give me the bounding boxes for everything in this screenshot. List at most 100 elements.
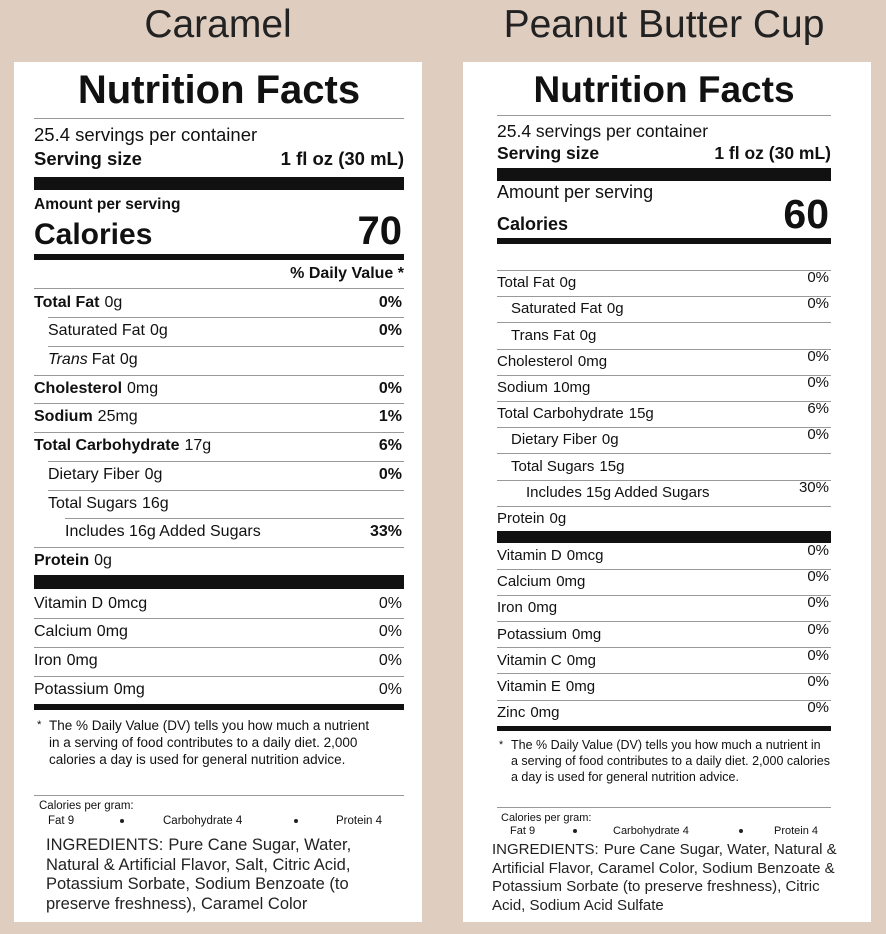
rule [497, 270, 831, 271]
calories-label: Calories [497, 214, 569, 235]
thick-rule [497, 531, 831, 543]
label-title: Nutrition Facts [77, 68, 361, 112]
rule [34, 432, 404, 434]
calories-per-gram-item: Fat 9 [510, 824, 536, 837]
nutrient-row: Vitamin D 0mcg [34, 594, 147, 615]
rule [497, 621, 831, 623]
daily-value: 0% [378, 652, 402, 669]
amount-per-serving: Amount per serving [497, 182, 654, 203]
calories: 60 [783, 191, 829, 238]
label-title: Nutrition Facts [533, 68, 795, 110]
rule [497, 569, 831, 571]
rule [34, 403, 404, 405]
nutrient-name: Cholesterol [497, 352, 573, 370]
nutrient-name: Saturated Fat [511, 300, 602, 318]
nutrient-name: Saturated Fat [48, 322, 145, 340]
nutrient-row: Total Carbohydrate 17g [34, 436, 211, 457]
nutrient-row: Iron 0mg [497, 598, 557, 618]
nutrient-row: Saturated Fat 0g [511, 299, 624, 319]
daily-value: 0% [807, 426, 829, 444]
nutrient-row: Vitamin D 0mcg [497, 546, 603, 566]
nutrient-name: Potassium [497, 625, 568, 643]
amount-per-serving: Amount per serving [34, 195, 181, 213]
rule [34, 118, 404, 119]
daily-value: 0% [378, 293, 402, 311]
rule [497, 699, 831, 701]
nutrient-row: Total Fat 0g [34, 293, 122, 314]
rule [34, 374, 404, 376]
thick-rule [34, 575, 404, 589]
rule [497, 400, 831, 402]
nutrient-amount: 0mcg [108, 594, 148, 612]
nutrient-row: Dietary Fiber 0g [48, 465, 162, 486]
nutrient-name: Sodium [34, 408, 93, 426]
nutrient-row: Trans Fat 0g [48, 350, 138, 371]
nutrient-name: Dietary Fiber [511, 431, 597, 449]
serving-size: 1 fl oz (30 mL) [280, 147, 404, 169]
daily-value: 0% [807, 374, 829, 392]
nutrient-row: Vitamin E 0mg [497, 677, 595, 697]
rule [34, 795, 404, 796]
ingredients-label: INGREDIENTS: [46, 836, 164, 854]
rule [497, 673, 831, 675]
calories-per-gram-item: Carbohydrate 4 [613, 824, 689, 837]
daily-value: 0% [807, 672, 829, 690]
daily-value: 0% [807, 347, 829, 365]
daily-value: 0% [807, 646, 829, 664]
nutrient-name: Total Sugars [48, 494, 137, 512]
daily-value: 0% [807, 568, 829, 586]
daily-value: 0% [378, 680, 402, 698]
nutrient-row: Total Carbohydrate 15g [497, 404, 654, 424]
rule [34, 288, 404, 289]
nutrient-row: Calcium 0mg [497, 572, 585, 592]
nutrient-name: Iron [497, 599, 523, 617]
nutrient-row: Sodium 25mg [34, 407, 138, 428]
label-panel [463, 62, 871, 922]
rule [34, 618, 404, 620]
thick-rule [497, 168, 831, 181]
bullet [120, 819, 124, 823]
daily-value: 0% [378, 379, 402, 397]
nutrient-row: Vitamin C 0mg [497, 651, 596, 671]
daily-value: 0% [807, 269, 829, 287]
bullet [573, 829, 577, 833]
bullet [739, 829, 743, 833]
rule [497, 453, 831, 455]
product-name: Peanut Butter Cup [503, 2, 825, 46]
rule [497, 296, 831, 298]
rule [48, 489, 404, 491]
footnote: The % Daily Value (DV) tells you how muc… [511, 738, 830, 784]
calories-per-gram-item: Protein 4 [336, 814, 383, 827]
nutrient-name: Vitamin D [34, 594, 104, 612]
serving-size: 1 fl oz (30 mL) [714, 142, 831, 163]
daily-value: 6% [378, 437, 402, 455]
nutrient-name: Potassium [34, 680, 109, 698]
footnote: The % Daily Value (DV) tells you how muc… [49, 718, 370, 767]
daily-value: 0% [378, 322, 402, 340]
rule [497, 348, 831, 350]
thick-rule [34, 704, 404, 710]
daily-value: 0% [807, 295, 829, 313]
rule [497, 505, 831, 507]
rule [497, 427, 831, 429]
nutrient-amount: 0mg [566, 651, 596, 669]
nutrient-amount: 0mg [113, 680, 145, 698]
nutrient-name: Includes 15g Added Sugars [526, 483, 710, 501]
nutrient-name: Total Carbohydrate [34, 437, 180, 455]
nutrient-name: Calcium [497, 573, 552, 591]
nutrient-amount: 0mg [127, 379, 159, 397]
thick-rule [34, 177, 404, 190]
nutrient-row: Saturated Fat 0g [48, 321, 168, 342]
nutrient-name: Vitamin D [497, 547, 562, 565]
daily-value: 0% [807, 542, 829, 560]
nutrient-amount: 0g [149, 322, 168, 340]
nutrient-name: Protein [34, 551, 90, 569]
rule [34, 546, 404, 548]
nutrient-row: Zinc 0mg [497, 703, 560, 723]
nutrient-amount: 0mcg [566, 547, 604, 565]
nutrient-row: Total Sugars 15g [511, 457, 624, 477]
nutrient-name: Zinc [497, 703, 526, 721]
nutrient-amount: 0g [579, 326, 597, 344]
calories-label: Calories [34, 217, 153, 251]
